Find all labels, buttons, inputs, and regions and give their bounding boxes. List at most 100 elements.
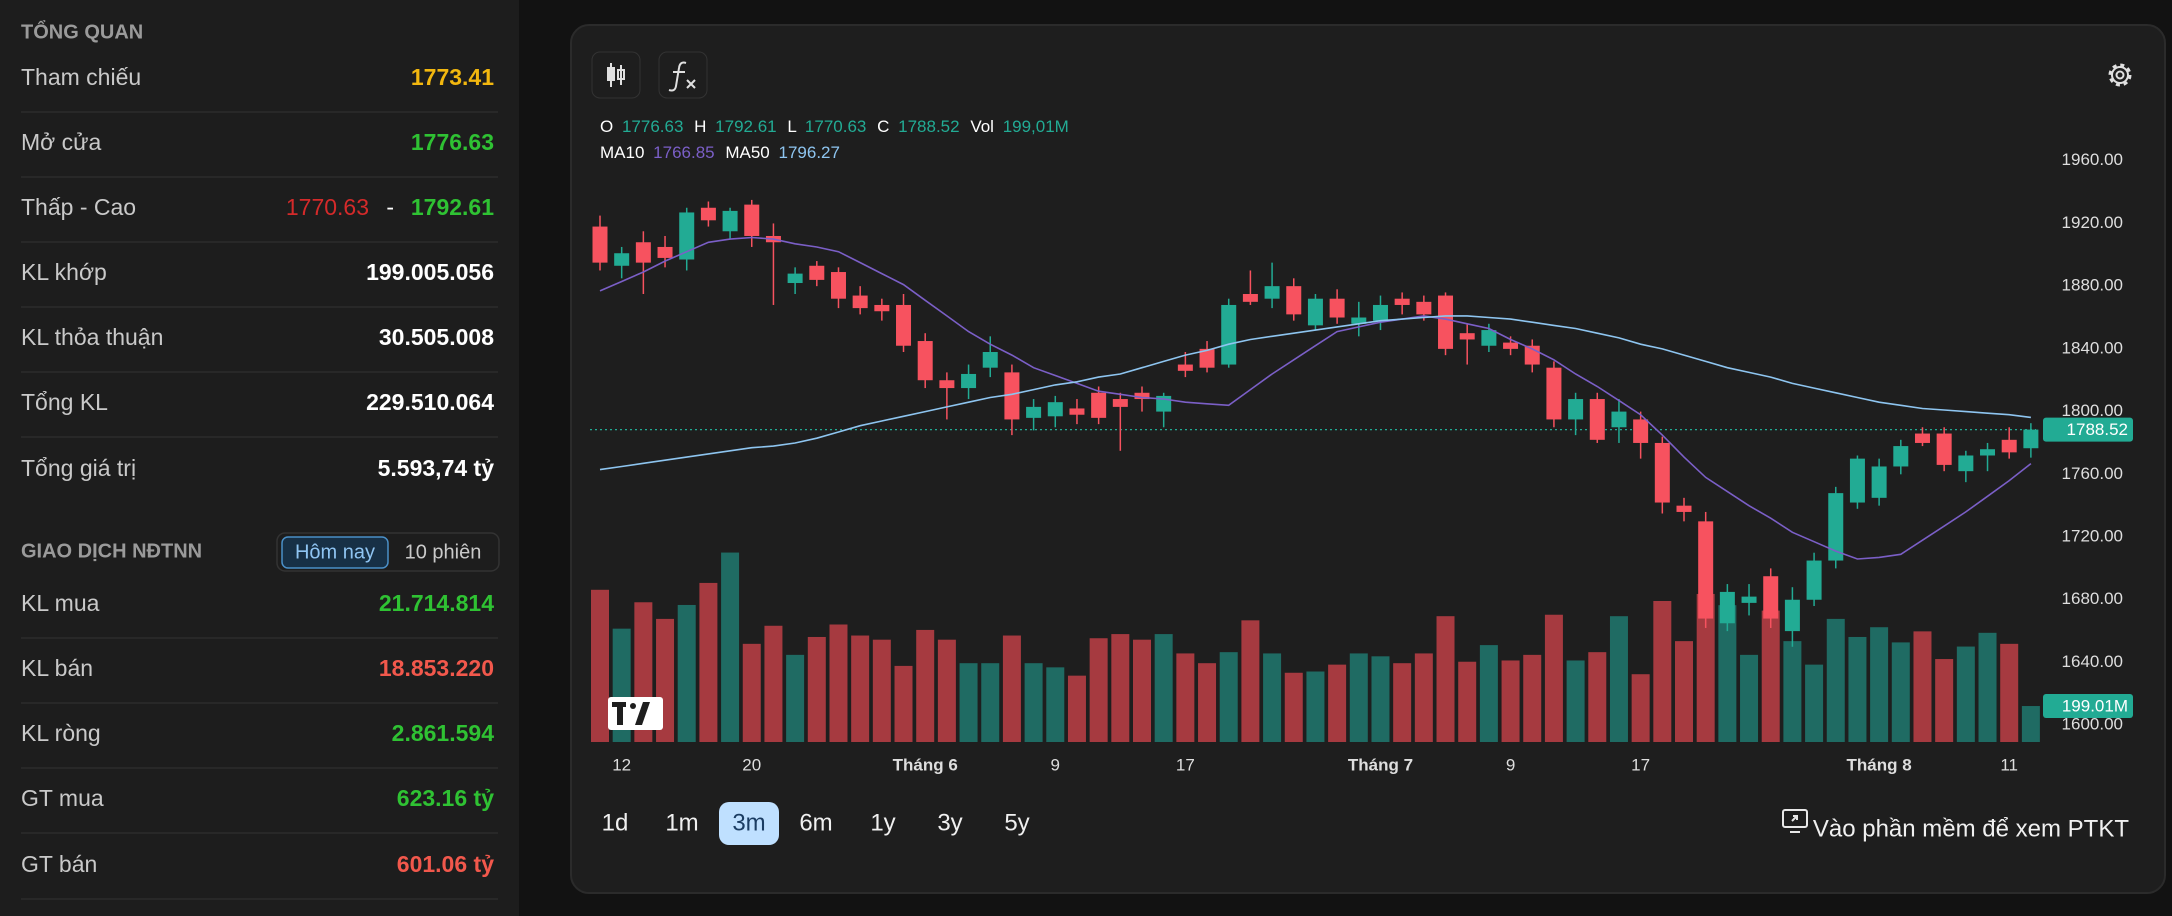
- candle-body: [744, 204, 760, 236]
- candle-body: [1936, 433, 1952, 465]
- candle-body: [1242, 293, 1258, 302]
- row-value: 2.861.594: [392, 720, 495, 746]
- volume-bar: [1067, 675, 1086, 742]
- volume-bar: [677, 604, 696, 742]
- volume-bar: [1241, 620, 1260, 742]
- settings-icon[interactable]: [2108, 63, 2132, 87]
- candle-body: [1134, 392, 1150, 400]
- candle-body: [1654, 442, 1670, 503]
- volume-bar: [721, 552, 740, 742]
- low-value: 1770.63: [286, 194, 369, 220]
- timeframe-option[interactable]: 1y: [870, 809, 895, 836]
- x-tick-label: Tháng 8: [1847, 755, 1912, 774]
- volume-bar: [851, 635, 870, 742]
- chart-type-button[interactable]: [591, 51, 641, 99]
- legend-value: 1796.27: [779, 143, 840, 162]
- high-value: 1792.61: [411, 194, 494, 220]
- open-app-link[interactable]: Vào phần mềm để xem PTKT: [1813, 815, 2129, 842]
- row-value: 199.005.056: [366, 259, 494, 285]
- candle-body: [1286, 286, 1302, 315]
- row-label: KL thỏa thuận: [21, 324, 163, 350]
- volume-bar: [1306, 671, 1325, 742]
- x-tick-label: 9: [1506, 755, 1515, 774]
- candle-body: [1958, 455, 1974, 472]
- volume-bar: [764, 625, 783, 742]
- row-label: KL khớp: [21, 259, 107, 285]
- candle-body: [1633, 419, 1649, 443]
- y-tick-label: 1720.00: [2062, 527, 2123, 546]
- candle-body: [961, 373, 977, 389]
- volume-bar: [1740, 654, 1759, 742]
- candle-body: [1307, 298, 1323, 326]
- volume-bar: [1935, 659, 1954, 742]
- y-tick-label: 1600.00: [2062, 715, 2123, 734]
- candle-body: [1871, 466, 1887, 498]
- volume-bar: [1002, 635, 1021, 742]
- candle-body: [1589, 399, 1605, 440]
- volume-bar: [1783, 641, 1802, 742]
- legend-value: 1788.52: [898, 117, 959, 136]
- volume-bar: [1544, 614, 1563, 742]
- ma-line: [599, 315, 2031, 471]
- volume-bar: [1371, 656, 1390, 742]
- timeframe-active[interactable]: [719, 802, 779, 845]
- tab[interactable]: 10 phiên: [405, 541, 482, 563]
- row-label: Tham chiếu: [21, 64, 141, 90]
- legend-key: MA50: [725, 143, 769, 162]
- row-value: 1773.41: [411, 64, 494, 90]
- y-tick-label: 1920.00: [2062, 213, 2123, 232]
- timeframe-option[interactable]: 5y: [1004, 809, 1029, 836]
- candle-body: [657, 246, 673, 258]
- candle-body: [1914, 433, 1930, 443]
- candle-body: [1763, 576, 1779, 619]
- y-tick-label: 1640.00: [2062, 652, 2123, 671]
- candle-body: [1372, 304, 1388, 321]
- y-tick-label: 1680.00: [2062, 589, 2123, 608]
- candle-body: [1849, 458, 1865, 503]
- tab[interactable]: Hôm nay: [295, 541, 375, 563]
- row-label: GT bán: [21, 851, 97, 877]
- fx-icon: [668, 61, 696, 92]
- timeframe-option[interactable]: 1d: [602, 809, 629, 836]
- candle-body: [1047, 402, 1063, 417]
- volume-bar: [1458, 661, 1477, 742]
- volume-bar: [1956, 646, 1975, 742]
- row-label: Thấp - Cao: [21, 194, 136, 220]
- candle-body: [1893, 446, 1909, 467]
- row-label: KL ròng: [21, 720, 101, 746]
- candle-body: [1221, 304, 1237, 365]
- row-value: 30.505.008: [379, 324, 494, 350]
- volume-bar: [1154, 634, 1173, 742]
- volume-bar: [1393, 663, 1412, 742]
- volume-bar: [1653, 601, 1672, 742]
- row-value: 601.06 tỷ: [397, 851, 494, 877]
- volume-bar: [1761, 610, 1780, 742]
- volume-bar: [742, 643, 761, 742]
- x-tick-label: Tháng 6: [893, 755, 958, 774]
- timeframe-option[interactable]: 6m: [799, 809, 832, 836]
- timeframe-option[interactable]: 3y: [937, 809, 962, 836]
- volume-bar: [2021, 706, 2040, 742]
- volume-bar: [1696, 593, 1715, 742]
- legend-key: C: [877, 117, 889, 136]
- volume-bar: [1501, 660, 1520, 742]
- timeframe-option[interactable]: 1m: [665, 809, 698, 836]
- volume-bar: [1675, 641, 1693, 742]
- candle-body: [700, 207, 716, 221]
- timeframe-option[interactable]: 3m: [732, 809, 765, 836]
- candle-body: [1806, 560, 1822, 600]
- volume-bar: [591, 589, 609, 742]
- last-price-tag: [2043, 417, 2133, 442]
- candle-body: [2001, 439, 2017, 453]
- ma-line: [599, 236, 2032, 560]
- candle-body: [1394, 298, 1410, 305]
- tab-active[interactable]: [281, 536, 389, 569]
- volume-bar: [894, 665, 913, 742]
- indicator-button[interactable]: [658, 51, 708, 99]
- tab-group: [276, 532, 500, 572]
- x-tick-label: 17: [1176, 755, 1195, 774]
- candle-body: [679, 212, 695, 260]
- candle-body: [917, 341, 933, 381]
- gear-hub: [2115, 70, 2125, 80]
- x-tick-label: 9: [1051, 755, 1060, 774]
